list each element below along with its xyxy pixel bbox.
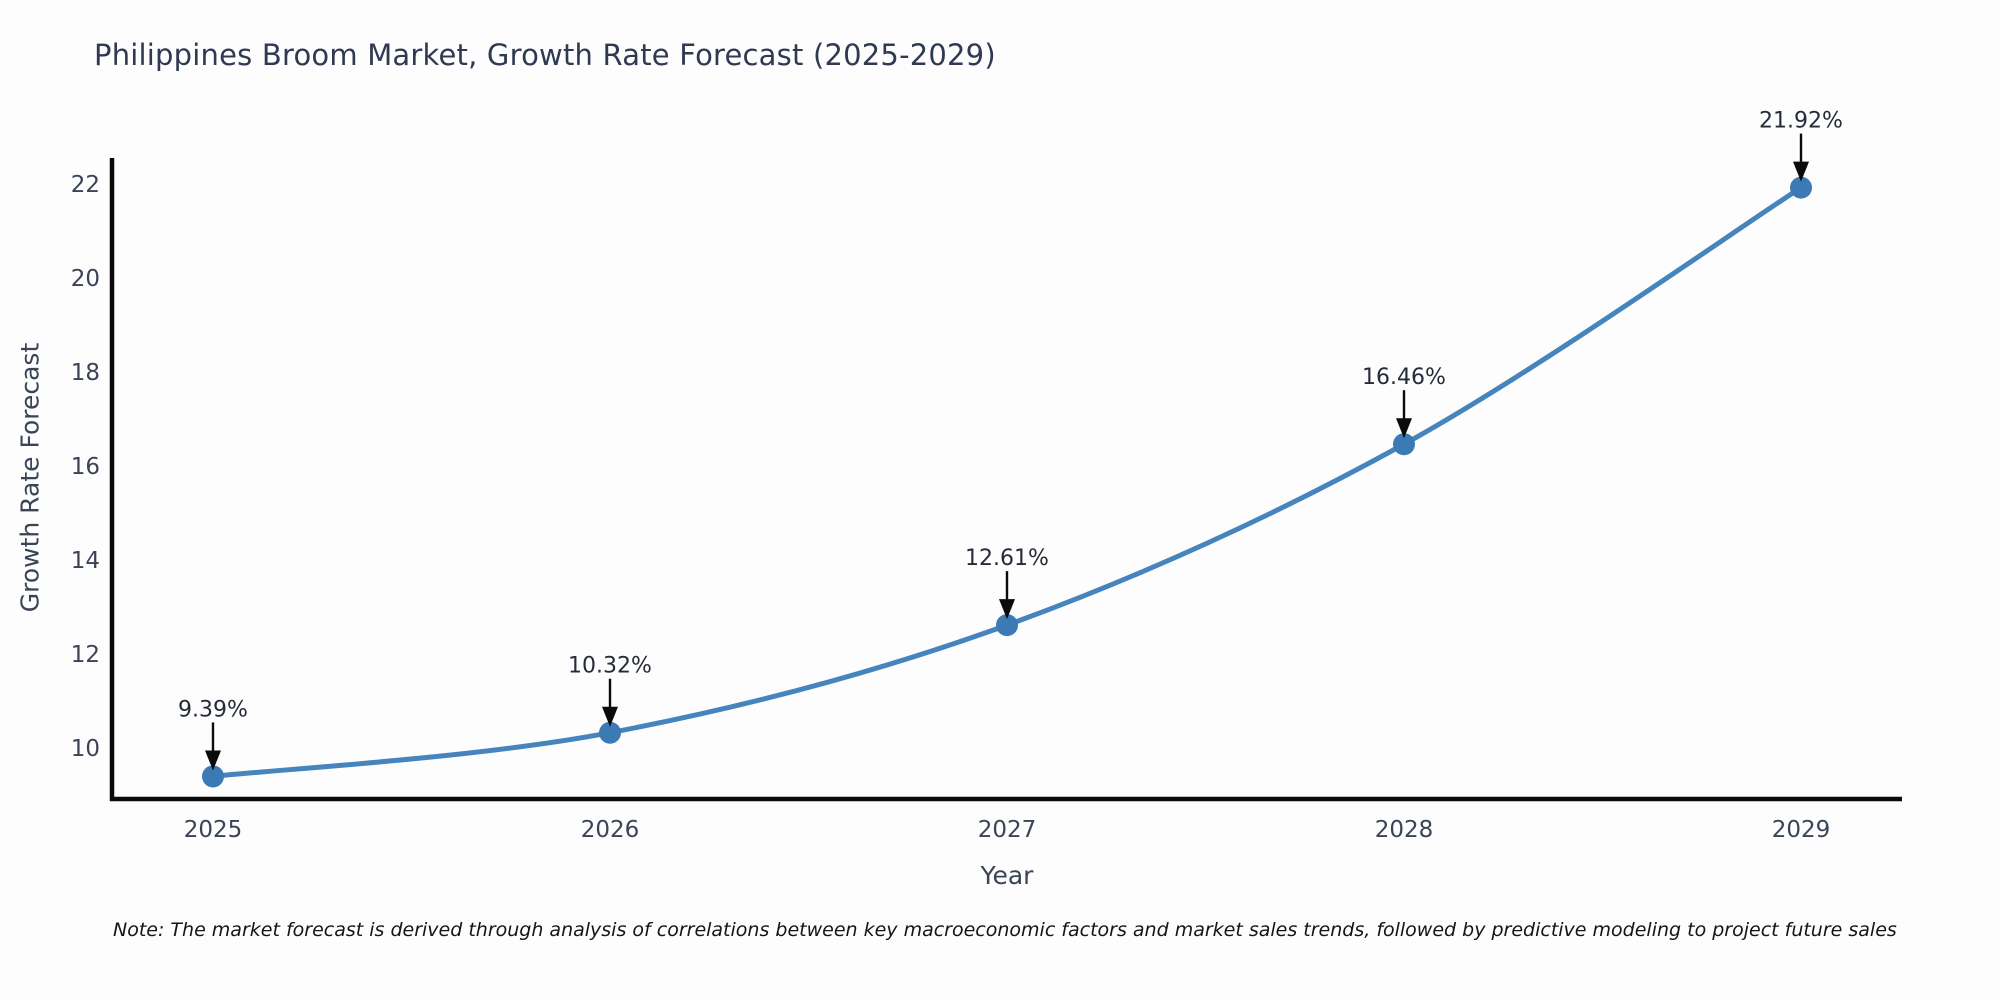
x-tick-label: 2026 xyxy=(581,817,640,843)
y-tick-label: 18 xyxy=(71,360,100,386)
data-point-label: 9.39% xyxy=(178,697,248,722)
data-point-marker-2025 xyxy=(202,765,224,788)
chart-title: Philippines Broom Market, Growth Rate Fo… xyxy=(94,38,996,72)
data-point-marker-2029 xyxy=(1790,176,1812,199)
y-tick-label: 16 xyxy=(71,454,100,480)
annotation-arrow-head xyxy=(205,750,221,771)
footnote: Note: The market forecast is derived thr… xyxy=(113,919,1897,941)
annotation-arrow-head xyxy=(602,706,618,727)
y-tick-label: 22 xyxy=(71,172,100,198)
annotation-arrow-head xyxy=(999,599,1015,620)
data-point-label: 16.46% xyxy=(1362,365,1446,390)
annotation-arrow-head xyxy=(1793,161,1809,182)
x-axis-title: Year xyxy=(980,861,1034,890)
y-tick-label: 10 xyxy=(71,736,100,762)
x-tick-label: 2028 xyxy=(1375,817,1434,843)
data-point-marker-2027 xyxy=(996,614,1018,637)
data-point-marker-2026 xyxy=(599,721,621,744)
y-tick-label: 14 xyxy=(71,548,100,574)
y-tick-label: 20 xyxy=(71,266,100,292)
series-line xyxy=(210,185,1804,779)
y-tick-label: 12 xyxy=(71,642,100,668)
x-tick-label: 2025 xyxy=(184,817,243,843)
x-tick-label: 2029 xyxy=(1772,817,1831,843)
annotation-arrow-head xyxy=(1396,418,1412,439)
data-point-label: 21.92% xyxy=(1759,109,1843,134)
data-point-label: 10.32% xyxy=(568,654,652,679)
data-point-marker-2028 xyxy=(1393,433,1415,456)
y-axis-title: Growth Rate Forecast xyxy=(15,342,45,613)
x-tick-label: 2027 xyxy=(978,817,1037,843)
data-point-label: 12.61% xyxy=(965,546,1049,571)
